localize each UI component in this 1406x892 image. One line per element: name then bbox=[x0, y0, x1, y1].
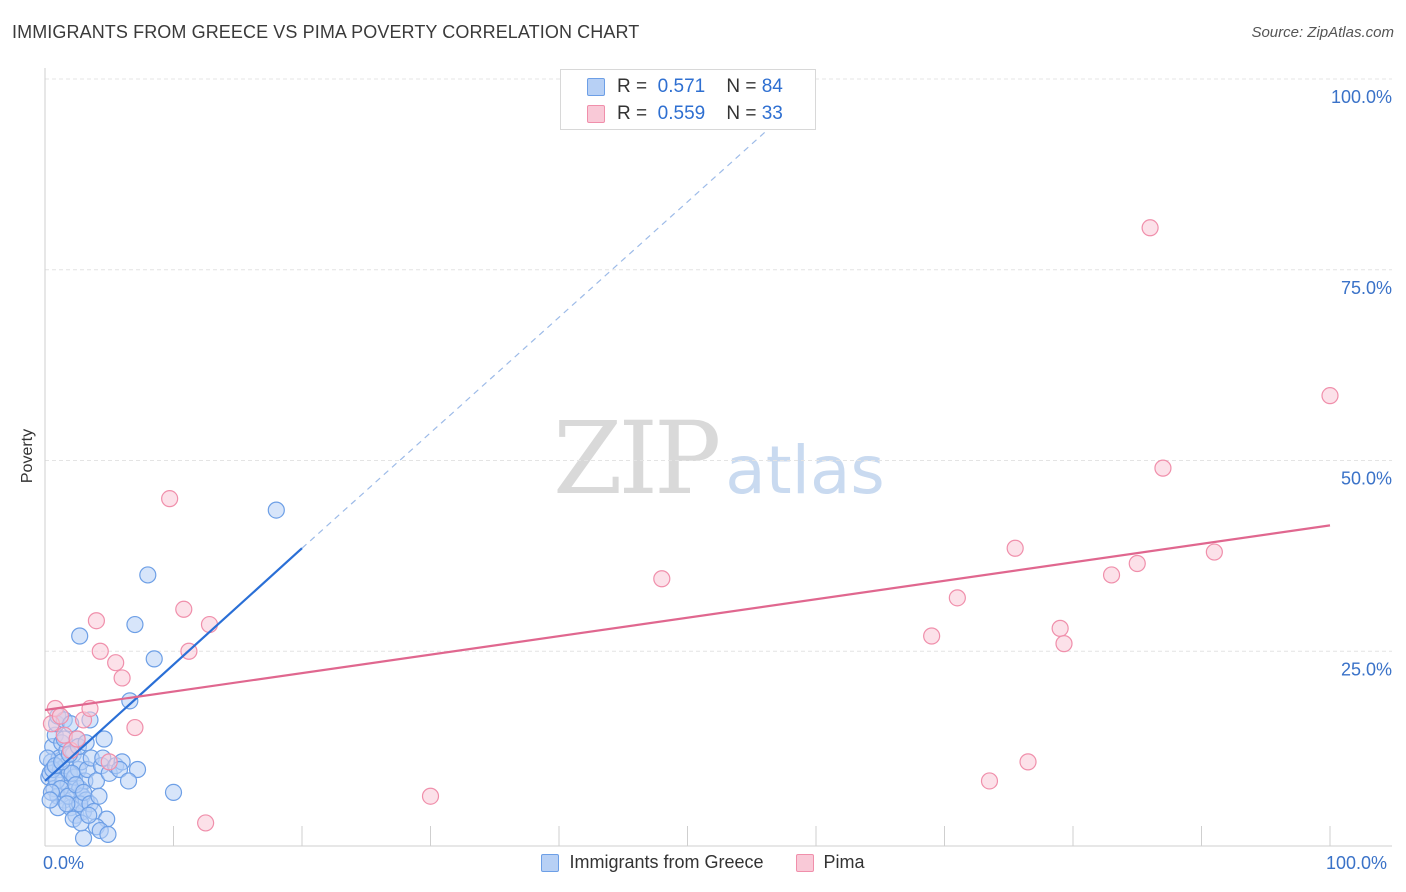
pima-point bbox=[948, 589, 966, 607]
legend-swatch-greece bbox=[587, 78, 605, 96]
legend-swatch-greece bbox=[541, 853, 560, 872]
legend-swatch-pima bbox=[795, 853, 814, 872]
pima-point bbox=[1102, 566, 1121, 584]
pima-point bbox=[197, 814, 215, 832]
pima-point bbox=[126, 718, 144, 737]
watermark-zip: ZIP bbox=[553, 400, 721, 517]
pima-point bbox=[91, 642, 109, 660]
greece-point bbox=[139, 566, 157, 584]
greece-point bbox=[145, 650, 163, 668]
greece-point bbox=[119, 772, 138, 790]
x-tick-label-max: 100.0% bbox=[1326, 853, 1388, 873]
pima-point bbox=[68, 730, 86, 748]
greece-point bbox=[80, 806, 98, 824]
y-tick-label: 100.0% bbox=[1331, 87, 1392, 107]
greece-trend-extension bbox=[301, 120, 778, 549]
pima-point bbox=[1321, 387, 1339, 405]
greece-point bbox=[164, 783, 183, 802]
legend-r-label: R = bbox=[617, 76, 648, 97]
greece-point bbox=[58, 795, 76, 813]
pima-point bbox=[1055, 635, 1073, 653]
pima-trend-line bbox=[44, 524, 1331, 712]
greece-point bbox=[267, 501, 285, 519]
greece-point bbox=[99, 825, 117, 843]
greece-point bbox=[90, 787, 108, 805]
greece-point bbox=[126, 615, 144, 634]
greece-point bbox=[41, 791, 59, 809]
pima-point bbox=[1006, 539, 1024, 557]
legend-r-label: R = bbox=[617, 103, 648, 124]
legend-row-pima: R = 0.559 N = 33 bbox=[587, 102, 783, 126]
pima-point bbox=[87, 612, 106, 630]
pima-point bbox=[1128, 554, 1146, 573]
legend-label-greece: Immigrants from Greece bbox=[569, 852, 764, 872]
legend-n-value: 84 bbox=[761, 76, 783, 97]
pima-point bbox=[1154, 459, 1172, 477]
pima-point bbox=[1141, 219, 1159, 237]
correlation-legend: R = 0.571 N = 84 R = 0.559 N = 33 bbox=[560, 69, 816, 130]
watermark-atlas: atlas bbox=[725, 432, 885, 509]
pima-point bbox=[1051, 619, 1069, 637]
series-legend: Immigrants from Greece Pima bbox=[0, 852, 1406, 873]
pima-point bbox=[1019, 753, 1037, 771]
pima-point bbox=[175, 600, 193, 618]
legend-r-value: 0.559 bbox=[657, 103, 706, 124]
pima-point bbox=[653, 570, 671, 588]
pima-point bbox=[51, 707, 70, 725]
y-tick-label: 75.0% bbox=[1341, 278, 1392, 298]
source-label: Source: ZipAtlas.com bbox=[1251, 24, 1394, 41]
legend-n-label: N = bbox=[726, 103, 757, 124]
pima-point bbox=[161, 490, 179, 508]
legend-item-greece[interactable]: Immigrants from Greece bbox=[541, 852, 764, 873]
x-tick-label-min: 0.0% bbox=[43, 853, 85, 873]
pima-point bbox=[113, 669, 131, 687]
pima-point bbox=[980, 772, 999, 790]
legend-row-greece: R = 0.571 N = 84 bbox=[587, 75, 783, 99]
legend-r-value: 0.571 bbox=[657, 76, 706, 97]
legend-n-value: 33 bbox=[761, 103, 783, 124]
pima-point bbox=[923, 627, 941, 645]
watermark: ZIP atlas bbox=[553, 400, 885, 517]
greece-point bbox=[74, 829, 93, 847]
legend-n-label: N = bbox=[726, 76, 757, 97]
greece-point bbox=[71, 627, 89, 645]
y-tick-label: 25.0% bbox=[1341, 659, 1392, 679]
greece-point bbox=[121, 692, 139, 710]
legend-label-pima: Pima bbox=[823, 852, 865, 872]
pima-point bbox=[1205, 543, 1223, 561]
chart-title: IMMIGRANTS FROM GREECE VS PIMA POVERTY C… bbox=[12, 22, 640, 42]
y-tick-label: 50.0% bbox=[1341, 469, 1392, 489]
pima-point bbox=[100, 753, 118, 771]
legend-item-pima[interactable]: Pima bbox=[795, 852, 865, 873]
pima-point bbox=[200, 615, 219, 634]
greece-trend-line bbox=[44, 547, 303, 782]
greece-point bbox=[128, 760, 147, 779]
pima-point bbox=[107, 654, 125, 672]
pima-point bbox=[421, 787, 440, 805]
greece-point bbox=[95, 730, 113, 748]
legend-swatch-pima bbox=[587, 105, 605, 123]
